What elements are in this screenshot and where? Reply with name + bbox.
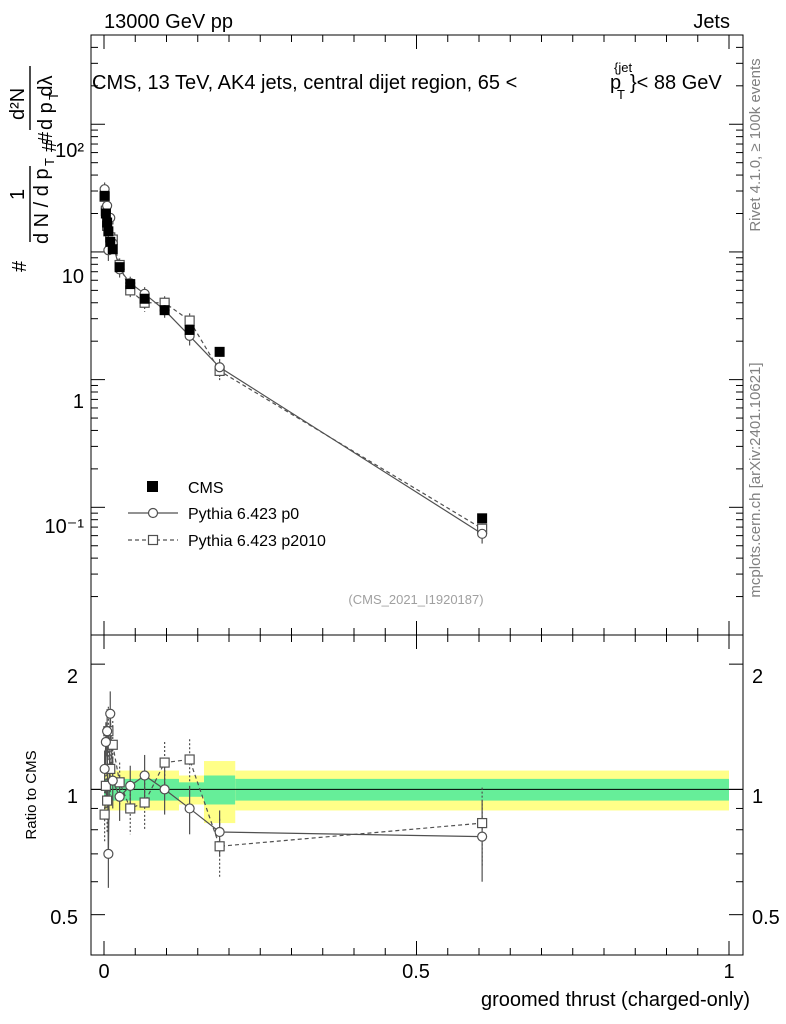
ratio-p0-point [102, 726, 113, 737]
legend-marker-p0 [147, 507, 159, 519]
cms-point [99, 190, 110, 201]
ratio-series [99, 691, 488, 888]
ylabel-d2N: d²N [7, 88, 29, 120]
plot-title-p: p [610, 72, 621, 94]
ratio-p2010-point [102, 795, 113, 806]
p0-point [214, 362, 225, 373]
rtick-2-right: 2 [752, 666, 763, 688]
x-axis-label: groomed thrust (charged-only) [481, 989, 750, 1011]
cms-point [102, 217, 113, 228]
plot-title-T: T [617, 87, 625, 102]
ratio-p2010-point [214, 841, 225, 852]
legend: CMS Pythia 6.423 p0 Pythia 6.423 p2010 [128, 480, 326, 550]
plot-title-main: CMS, 13 TeV, AK4 jets, central dijet reg… [92, 72, 517, 94]
ytick-1: 1 [73, 391, 84, 413]
cms-point [114, 262, 125, 273]
ratio-p0-point [214, 826, 225, 838]
p0-point [477, 528, 488, 539]
cms-point [125, 279, 136, 290]
top-series [99, 182, 488, 544]
ylabel-T1: T [42, 158, 57, 166]
ratio-p0-point [107, 775, 118, 786]
ratio-p0-point [125, 780, 136, 791]
plot-title: CMS, 13 TeV, AK4 jets, central dijet reg… [92, 60, 722, 102]
ytick-100: 10² [55, 140, 84, 162]
analysis-watermark: (CMS_2021_I1920187) [348, 592, 483, 607]
ratio-p0-point [139, 770, 150, 781]
ratio-p2010-point [184, 754, 195, 765]
ylabel-one: 1 [7, 189, 29, 200]
header-left: 13000 GeV pp [104, 11, 233, 33]
p2010-point [184, 315, 195, 326]
rtick-0.5: 0.5 [50, 907, 78, 929]
ratio-p2010-point [99, 809, 110, 820]
cms-point [139, 293, 150, 304]
cms-point [107, 244, 118, 255]
ytick-10: 10 [62, 266, 84, 288]
xtick-0.5: 0.5 [402, 961, 430, 983]
ratio-p0-point [103, 848, 114, 859]
rtick-1-right: 1 [752, 786, 763, 808]
xtick-0: 0 [98, 961, 109, 983]
legend-marker-p2010 [147, 534, 159, 546]
ratio-y-label: Ratio to CMS [23, 750, 40, 839]
ratio-p2010-point [100, 780, 111, 791]
ylabel-dpt-dl: d p dλ [35, 76, 57, 130]
plot-title-tail: }< 88 GeV [630, 72, 722, 94]
cms-point [105, 236, 116, 247]
side-label-rivet: Rivet 4.1.0, ≥ 100k events [747, 58, 764, 231]
rtick-1: 1 [67, 786, 78, 808]
cms-point [103, 226, 114, 237]
xtick-1: 1 [723, 961, 734, 983]
ylabel-hash1: # [9, 260, 31, 272]
cms-point [184, 324, 195, 335]
top-axis-ticks [91, 34, 743, 636]
header-right: Jets [693, 11, 730, 33]
ratio-p0-point [477, 831, 488, 842]
ratio-p0-point [159, 784, 170, 795]
ratio-p0-point [114, 791, 125, 802]
ylabel-hash3: # [35, 131, 57, 143]
ratio-p2010-point [125, 803, 136, 814]
ratio-p2010-point [159, 757, 170, 768]
ratio-p0-point [184, 803, 195, 814]
cms-point [214, 346, 225, 357]
legend-label-p0: Pythia 6.423 p0 [188, 506, 299, 523]
ytick-0.1: 10⁻¹ [45, 516, 85, 538]
side-label-mcplots: mcplots.cern.ch [arXiv:2401.10621] [747, 362, 764, 597]
cms-point [159, 305, 170, 316]
legend-marker-cms [147, 481, 158, 492]
ratio-p0-point [99, 763, 110, 775]
plot-title-jet: {jet [614, 60, 632, 75]
ratio-p2010-point [477, 817, 488, 829]
p0-line [104, 189, 483, 535]
ratio-bands [104, 761, 729, 824]
ylabel-T2: T [46, 92, 61, 100]
ratio-p0-point [105, 708, 116, 719]
ylabel-hash2: # [39, 140, 61, 152]
legend-label-cms: CMS [188, 480, 224, 497]
y-axis-label: # 1 d N / d p T # d²N d p dλ T # [7, 66, 61, 272]
ratio-band-stat-2 [204, 775, 236, 805]
ylabel-dn-dpt: d N / d p [31, 168, 53, 244]
ratio-p2010-point [139, 797, 150, 808]
cms-point [477, 513, 488, 524]
x-axis-ticks [103, 35, 730, 955]
ratio-p0-point [100, 736, 111, 748]
rtick-2: 2 [67, 666, 78, 688]
rtick-0.5-right: 0.5 [752, 907, 780, 929]
legend-label-p2010: Pythia 6.423 p2010 [188, 533, 326, 550]
p2010-line [104, 196, 483, 530]
cms-point [100, 208, 111, 219]
